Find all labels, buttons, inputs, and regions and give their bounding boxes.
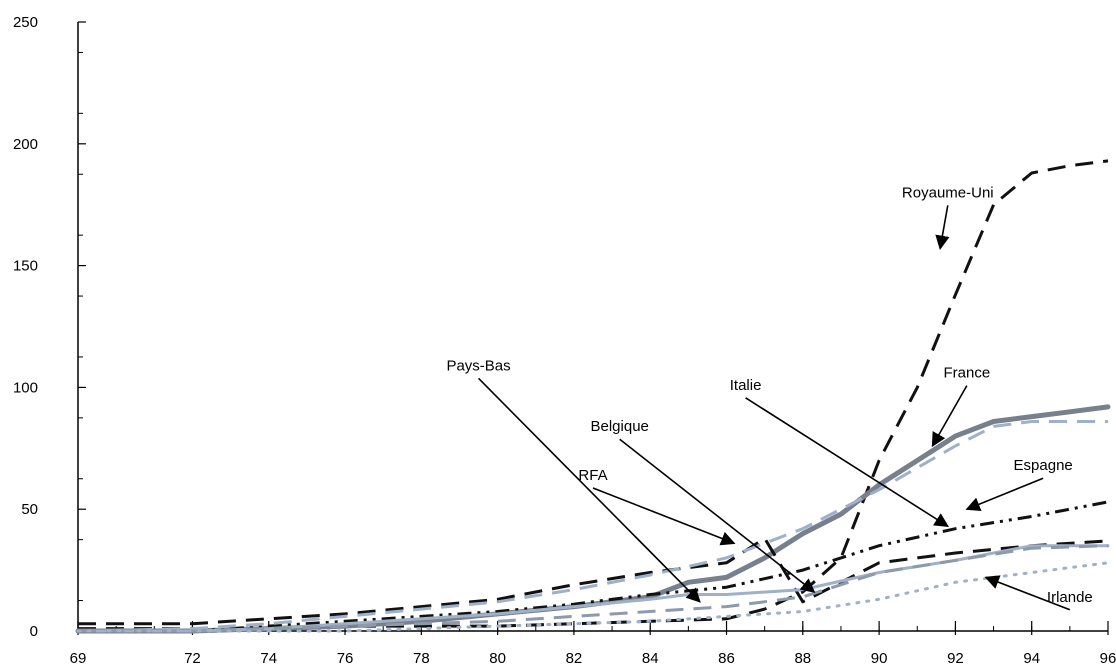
x-tick-label: 78 bbox=[413, 650, 430, 667]
annotation-arrow-irlande bbox=[984, 575, 1071, 611]
annotation-arrow-royaume-uni bbox=[935, 205, 950, 250]
annotation-arrow-france bbox=[931, 385, 968, 448]
annotation-arrow-belgique bbox=[619, 438, 816, 593]
series-line-royaume-uni bbox=[78, 159, 1109, 631]
x-tick-label: 90 bbox=[871, 650, 888, 667]
y-tick-label: 200 bbox=[13, 136, 38, 153]
series-line-france bbox=[75, 404, 1111, 634]
series-line-italie bbox=[78, 536, 1109, 626]
y-tick-label: 50 bbox=[21, 501, 38, 518]
x-tick-label: 92 bbox=[947, 650, 964, 667]
y-tick-label: 250 bbox=[13, 14, 38, 31]
y-tick-label: 100 bbox=[13, 379, 38, 396]
x-tick-label: 84 bbox=[642, 650, 659, 667]
x-tick-label: 80 bbox=[489, 650, 506, 667]
x-tick-label: 82 bbox=[566, 650, 583, 667]
x-tick-label: 88 bbox=[794, 650, 811, 667]
annotation-label-espagne: Espagne bbox=[1014, 457, 1073, 474]
annotation-arrow-rfa bbox=[592, 487, 736, 546]
x-tick-label: 76 bbox=[337, 650, 354, 667]
x-tick-label: 94 bbox=[1023, 650, 1040, 667]
series-line-belgique bbox=[76, 544, 1110, 633]
y-tick-label: 0 bbox=[30, 623, 38, 640]
y-tick-label: 150 bbox=[13, 258, 38, 275]
annotation-label-rfa: RFA bbox=[578, 467, 607, 484]
x-tick-label: 72 bbox=[184, 650, 201, 667]
annotation-label-belgique: Belgique bbox=[591, 418, 649, 435]
series-line-pays-bas bbox=[77, 420, 1108, 633]
x-tick-label: 86 bbox=[718, 650, 735, 667]
annotation-label-irlande: Irlande bbox=[1047, 589, 1093, 606]
annotation-arrow-italie bbox=[745, 397, 949, 528]
chart-axes: 0 50 100 150 200 250 69 72 74 76 78 80 82 84 86 88 90 92 9… bbox=[13, 14, 1116, 667]
annotation-label-pays-bas: Pays-Bas bbox=[446, 357, 510, 374]
x-tick-label: 96 bbox=[1100, 650, 1116, 667]
series-line-irlande bbox=[76, 561, 1110, 633]
annotation-label-france: France bbox=[944, 365, 991, 382]
annotation-arrow-pays-bas bbox=[477, 377, 701, 603]
series-line-espagne bbox=[78, 500, 1109, 633]
x-tick-label: 74 bbox=[260, 650, 277, 667]
annotation-label-italie: Italie bbox=[730, 377, 762, 394]
annotation-layer: Royaume-Uni France Italie Espagne Belgique Pa… bbox=[446, 184, 1093, 611]
annotation-arrow-espagne bbox=[965, 477, 1044, 511]
series-layer bbox=[75, 159, 1111, 634]
x-tick-label: 69 bbox=[70, 650, 87, 667]
annotation-label-royaume-uni: Royaume-Uni bbox=[902, 184, 994, 201]
series-line-rfa bbox=[78, 544, 1109, 633]
